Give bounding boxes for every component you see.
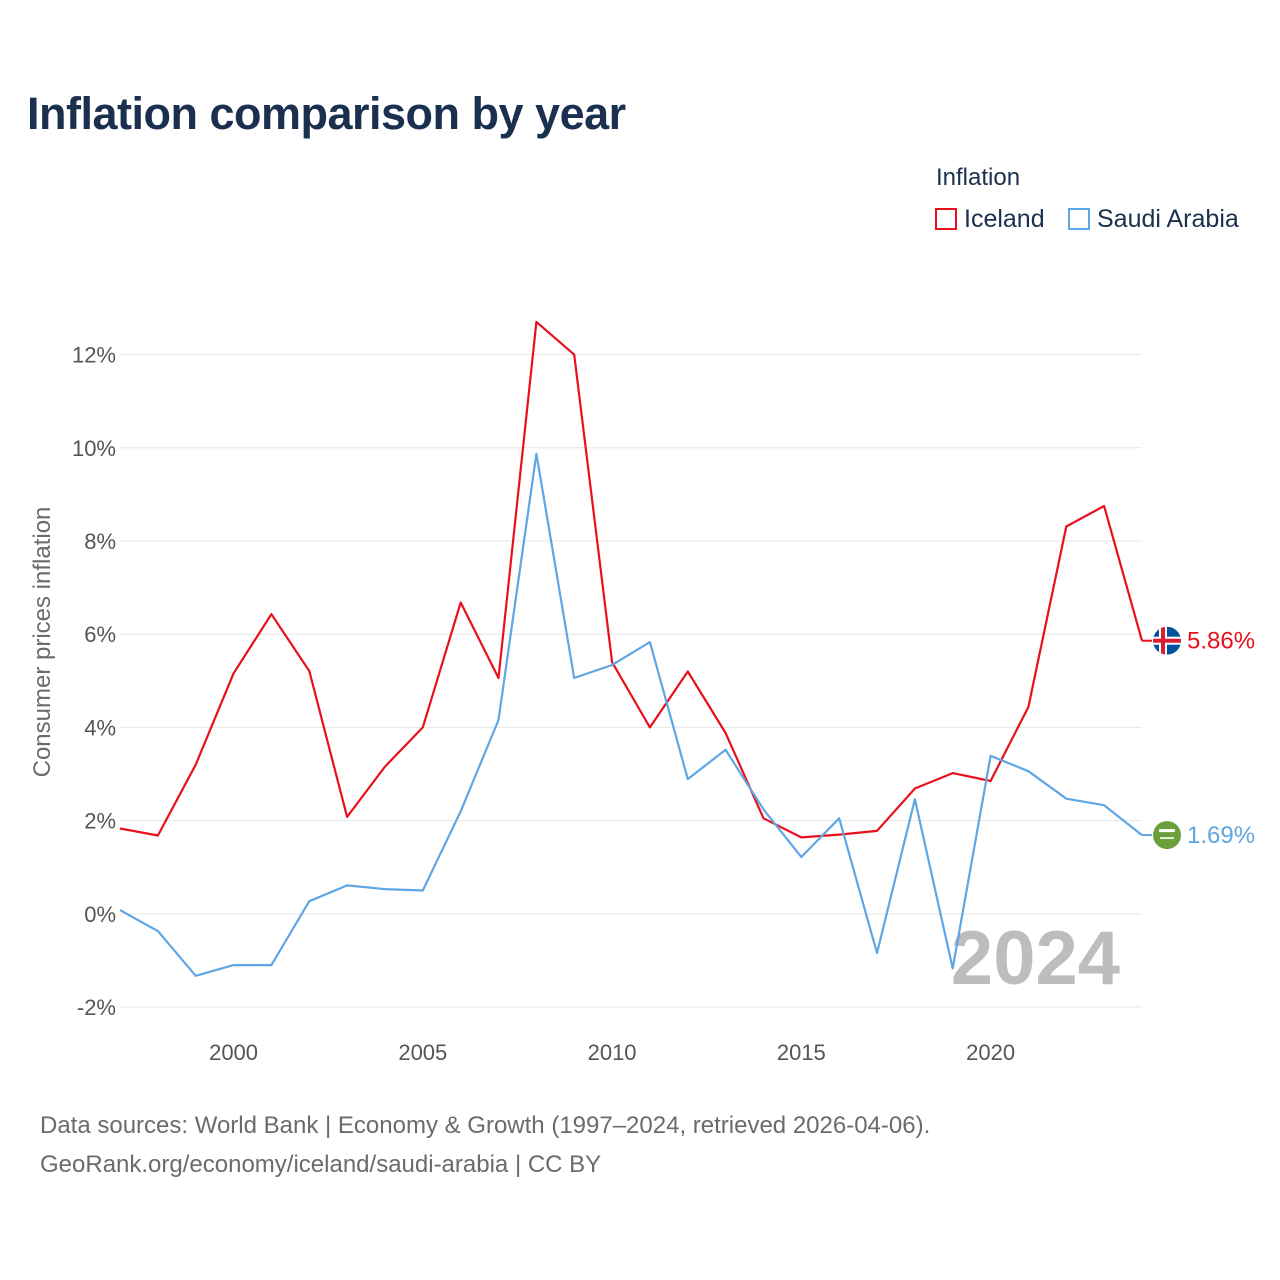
y-tick-label: -2% (77, 995, 116, 1020)
legend-swatch-saudi-arabia (1068, 208, 1090, 230)
legend-title: Inflation (936, 164, 1021, 191)
legend-label-iceland: Iceland (964, 204, 1045, 233)
iceland-flag-icon (1153, 626, 1181, 655)
series-lines (119, 320, 1144, 977)
flag-body (1153, 626, 1181, 655)
x-tick-label: 2010 (588, 1040, 637, 1065)
legend-item-iceland[interactable]: Iceland (935, 204, 1045, 234)
series-line-saudi-arabia (119, 452, 1143, 977)
legend-swatch-iceland (935, 208, 957, 230)
source-note: Data sources: World Bank | Economy & Gro… (40, 1106, 930, 1184)
x-tick-label: 2015 (777, 1040, 826, 1065)
source-line-2: GeoRank.org/economy/iceland/saudi-arabia… (40, 1151, 602, 1178)
chart-title: Inflation comparison by year (27, 88, 626, 139)
y-tick-label: 10% (72, 436, 116, 461)
flag-field (1153, 821, 1181, 850)
y-tick-label: 0% (84, 902, 116, 927)
flag-cross-red-h (1153, 638, 1181, 643)
end-markers: 5.86% 1.69% (1142, 626, 1255, 850)
saudi-arabia-flag-icon (1153, 821, 1181, 850)
y-tick-label: 12% (72, 343, 116, 368)
y-axis-ticks: -2% 0% 2% 4% 6% 8% 10% 12% (72, 343, 116, 1020)
flag-script (1159, 829, 1175, 833)
x-axis-ticks: 2000 2005 2010 2015 2020 (209, 1040, 1015, 1065)
y-tick-label: 6% (84, 622, 116, 647)
year-watermark: 2024 (951, 916, 1120, 1001)
y-tick-label: 4% (84, 715, 116, 740)
series-line-iceland (119, 320, 1144, 839)
y-tick-label: 8% (84, 529, 116, 554)
y-axis-label: Consumer prices inflation (29, 507, 56, 778)
grid-lines (120, 354, 1142, 1008)
y-tick-label: 2% (84, 809, 116, 834)
end-label-saudi-arabia: 1.69% (1187, 822, 1255, 849)
end-label-iceland: 5.86% (1187, 628, 1255, 655)
x-tick-label: 2005 (398, 1040, 447, 1065)
x-tick-label: 2020 (966, 1040, 1015, 1065)
source-line-1: Data sources: World Bank | Economy & Gro… (40, 1112, 931, 1139)
legend-label-saudi-arabia: Saudi Arabia (1097, 204, 1239, 233)
x-tick-label: 2000 (209, 1040, 258, 1065)
legend-item-saudi-arabia[interactable]: Saudi Arabia (1068, 204, 1239, 234)
